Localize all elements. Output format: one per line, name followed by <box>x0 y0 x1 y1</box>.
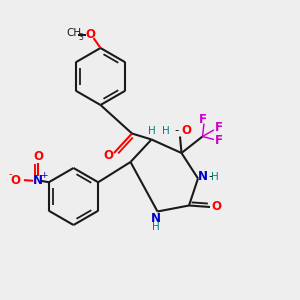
Text: H: H <box>211 172 219 182</box>
Text: H: H <box>162 125 170 136</box>
Text: -: - <box>208 170 213 184</box>
Text: O: O <box>33 150 43 163</box>
Text: N: N <box>33 174 43 187</box>
Text: N: N <box>197 170 208 184</box>
Text: F: F <box>199 112 206 126</box>
Text: CH: CH <box>66 28 81 38</box>
Text: O: O <box>211 200 221 214</box>
Text: 3: 3 <box>78 33 83 42</box>
Text: O: O <box>85 28 95 41</box>
Text: F: F <box>215 134 223 148</box>
Text: F: F <box>215 121 223 134</box>
Text: H: H <box>152 221 160 232</box>
Text: H: H <box>148 126 155 136</box>
Text: O: O <box>103 149 114 162</box>
Text: -: - <box>174 124 178 137</box>
Text: -: - <box>8 169 12 179</box>
Text: O: O <box>11 174 21 187</box>
Text: N: N <box>151 212 161 226</box>
Text: O: O <box>181 124 191 137</box>
Text: +: + <box>40 171 47 180</box>
